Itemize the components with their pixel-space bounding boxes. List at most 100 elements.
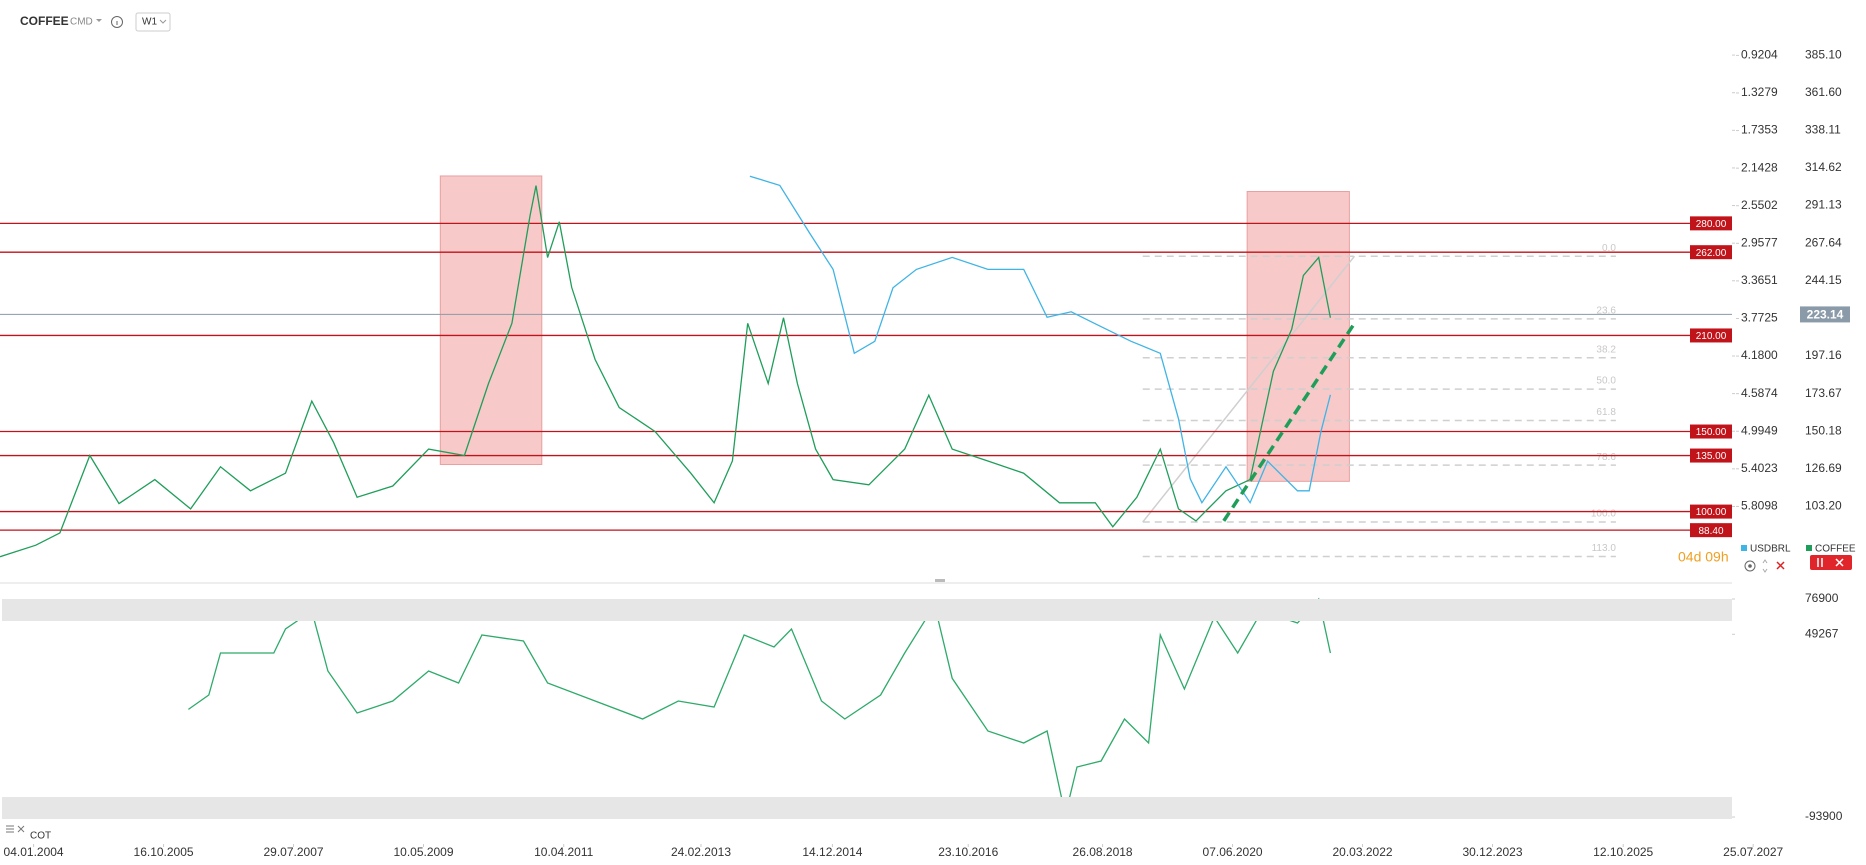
series-line xyxy=(749,175,1332,505)
y2-tick-label: 4.1800 xyxy=(1741,348,1778,362)
last-price-tag xyxy=(1800,306,1850,323)
legend-label: USDBRL xyxy=(1750,544,1791,555)
symbol-title: COFFEE xyxy=(20,14,69,28)
price-level-tag xyxy=(1690,448,1732,463)
y2-tick-label: 0.9204 xyxy=(1741,48,1778,62)
y2-tick-label: 5.8098 xyxy=(1741,499,1778,513)
y-tick-label: 385.10 xyxy=(1805,47,1842,61)
x-tick-label: 23.10.2016 xyxy=(938,845,998,859)
price-level-label: 135.00 xyxy=(1696,451,1727,462)
price-level-tag xyxy=(1690,328,1732,343)
timeframe-box[interactable] xyxy=(135,12,171,32)
visibility-icon-pupil xyxy=(1748,564,1752,568)
price-level-label: 150.00 xyxy=(1696,427,1727,438)
fib-level-label: 0.0 xyxy=(1602,243,1616,254)
series-line xyxy=(188,597,1332,816)
legend-label: COFFEE xyxy=(1815,544,1856,555)
y2-tick-label: 2.1428 xyxy=(1741,160,1778,174)
move-icon[interactable] xyxy=(1762,559,1768,573)
y2-tick-label: 4.9949 xyxy=(1741,423,1778,437)
y-tick-label: 244.15 xyxy=(1805,273,1842,287)
y-tick-label: 314.62 xyxy=(1805,160,1842,174)
countdown: 04d 09h xyxy=(1678,549,1729,565)
price-level-tag xyxy=(1690,245,1732,260)
y-tick-label: 291.13 xyxy=(1805,198,1842,212)
fib-level-label: 50.0 xyxy=(1596,376,1616,387)
y-tick-label: -93900 xyxy=(1805,809,1843,823)
price-level-label: 88.40 xyxy=(1698,526,1723,537)
price-level-label: 100.00 xyxy=(1696,507,1727,518)
visibility-icon[interactable] xyxy=(1744,560,1756,572)
panel-resize-handle[interactable] xyxy=(935,579,945,582)
x-tick-label: 10.04.2011 xyxy=(534,845,593,859)
x-tick-label: 20.03.2022 xyxy=(1332,845,1392,859)
x-tick-label: 10.05.2009 xyxy=(393,845,453,859)
y-tick-label: 267.64 xyxy=(1805,235,1842,249)
cot-upper-band xyxy=(2,599,1732,621)
fib-level-label: 23.6 xyxy=(1596,306,1616,317)
highlight-zone xyxy=(439,175,543,466)
info-icon[interactable] xyxy=(111,16,123,28)
y2-tick-label: 1.7353 xyxy=(1741,123,1778,137)
x-tick-label: 26.08.2018 xyxy=(1073,845,1133,859)
series-line xyxy=(0,185,1332,558)
fib-level-label: 38.2 xyxy=(1596,344,1616,355)
x-tick-label: 24.02.2013 xyxy=(671,845,731,859)
y2-tick-label: 5.4023 xyxy=(1741,461,1778,475)
dropdown-arrow[interactable] xyxy=(96,19,102,22)
axes-layer: 280.00 262.00 210.00 150.00 135.00 100.00 88.4… xyxy=(4,47,1850,859)
trendline xyxy=(1222,322,1356,522)
fib-level-label: 78.6 xyxy=(1596,452,1616,463)
y-tick-label: 338.11 xyxy=(1805,122,1841,136)
x-tick-label: 25.07.2027 xyxy=(1723,845,1783,859)
fib-connector xyxy=(1142,255,1356,523)
price-level-tag xyxy=(1690,504,1732,519)
price-level-tag xyxy=(1690,424,1732,439)
indicator-label: COT xyxy=(30,831,51,842)
y-tick-label: 126.69 xyxy=(1805,461,1842,475)
remove-indicator-button[interactable] xyxy=(1810,555,1852,570)
y-tick-label: 361.60 xyxy=(1805,85,1842,99)
levels-layer: 0.0 23.6 38.2 50.0 61.8 78.6 100.0 113.0 xyxy=(0,222,1732,558)
x-tick-label: 12.10.2025 xyxy=(1593,845,1653,859)
y-tick-label: 76900 xyxy=(1805,591,1839,605)
price-level-label: 262.00 xyxy=(1696,248,1727,259)
cot-lower-band xyxy=(2,797,1732,819)
x-tick-label: 04.01.2004 xyxy=(4,845,64,859)
close-icon[interactable] xyxy=(17,825,25,833)
y-tick-label: 49267 xyxy=(1805,626,1839,640)
dropdown-arrow xyxy=(159,19,167,24)
symbol-type[interactable]: CMD xyxy=(70,17,93,28)
zones-layer xyxy=(439,175,1350,482)
y2-tick-label: 3.7725 xyxy=(1741,311,1778,325)
menu-icon[interactable] xyxy=(6,825,14,833)
y2-tick-label: 4.5874 xyxy=(1741,386,1778,400)
highlight-zone xyxy=(1246,191,1350,482)
x-tick-label: 16.10.2005 xyxy=(134,845,194,859)
y-tick-label: 173.67 xyxy=(1805,386,1842,400)
price-level-tag xyxy=(1690,216,1732,231)
legend-swatch xyxy=(1741,545,1747,551)
price-level-label: 280.00 xyxy=(1696,219,1727,230)
y2-tick-label: 2.5502 xyxy=(1741,198,1778,212)
button-icons xyxy=(1817,558,1844,567)
y-tick-label: 197.16 xyxy=(1805,348,1842,362)
last-price-label: 223.14 xyxy=(1807,308,1844,322)
x-tick-label: 14.12.2014 xyxy=(802,845,862,859)
x-tick-label: 29.07.2007 xyxy=(264,845,324,859)
price-level-label: 210.00 xyxy=(1696,331,1727,342)
fib-level-label: 100.0 xyxy=(1591,509,1616,520)
y2-tick-label: 3.3651 xyxy=(1741,273,1778,287)
y-tick-label: 150.18 xyxy=(1805,423,1842,437)
price-level-tag xyxy=(1690,523,1732,538)
fib-level-label: 113.0 xyxy=(1592,543,1617,554)
y-tick-label: 103.20 xyxy=(1805,499,1842,513)
x-tick-label: 07.06.2020 xyxy=(1203,845,1263,859)
x-tick-label: 30.12.2023 xyxy=(1462,845,1522,859)
close-icon[interactable] xyxy=(1776,561,1785,570)
fib-level-label: 61.8 xyxy=(1596,407,1616,418)
legend-swatch xyxy=(1806,545,1812,551)
